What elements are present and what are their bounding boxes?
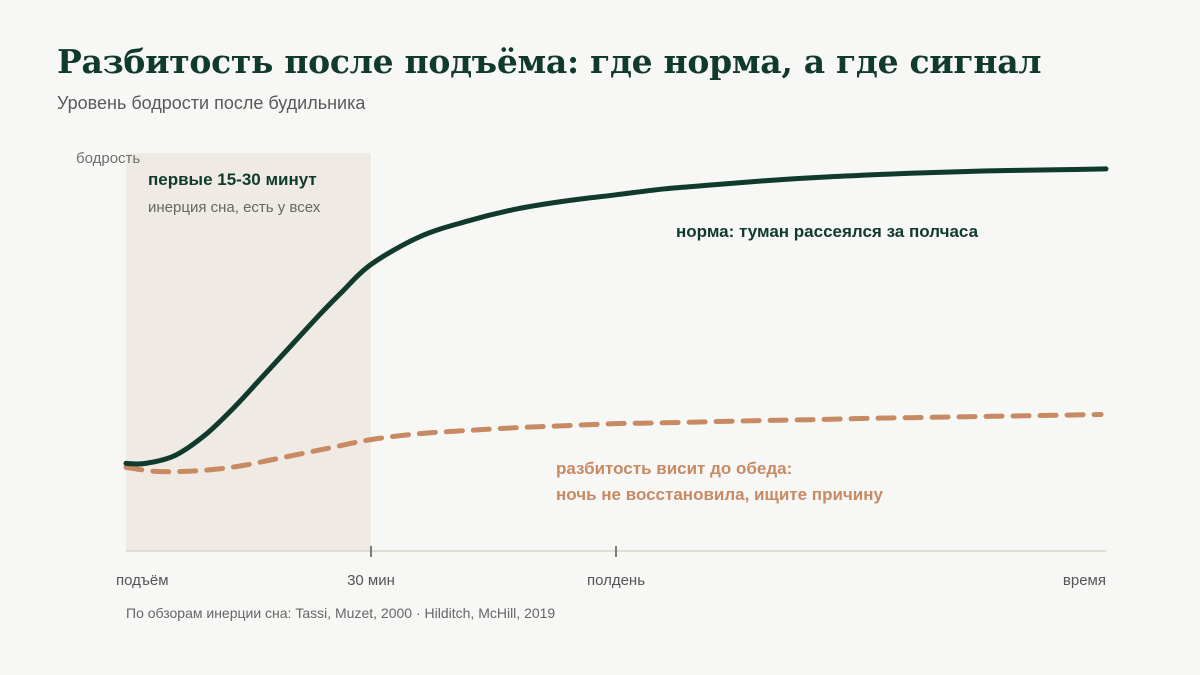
annotation-fatigue-line-2: ночь не восстановила, ищите причину — [556, 485, 883, 504]
source-note: По обзорам инерции сна: Tassi, Muzet, 20… — [126, 605, 556, 621]
annotation-fatigue-line-1: разбитость висит до обеда: — [556, 459, 792, 478]
x-tick-label: время — [1063, 572, 1106, 589]
zone-title: первые 15-30 минут — [148, 170, 317, 189]
chart-subtitle: Уровень бодрости после будильника — [57, 93, 366, 113]
x-tick-label: подъём — [116, 572, 169, 589]
series-line-norm — [123, 166, 1109, 467]
x-tick-label: 30 мин — [347, 572, 395, 589]
y-axis-label: бодрость — [76, 150, 140, 167]
zone-subtitle: инерция сна, есть у всех — [148, 199, 321, 216]
x-tick-label: полдень — [587, 572, 645, 589]
series-line-fatigue — [123, 412, 1104, 475]
sleep-inertia-zone — [126, 153, 371, 551]
annotation-norm: норма: туман рассеялся за полчаса — [676, 222, 979, 241]
x-axis-ticks: подъём 30 мин полдень время — [116, 546, 1106, 589]
chart-title: Разбитость после подъёма: где норма, а г… — [57, 42, 1042, 81]
